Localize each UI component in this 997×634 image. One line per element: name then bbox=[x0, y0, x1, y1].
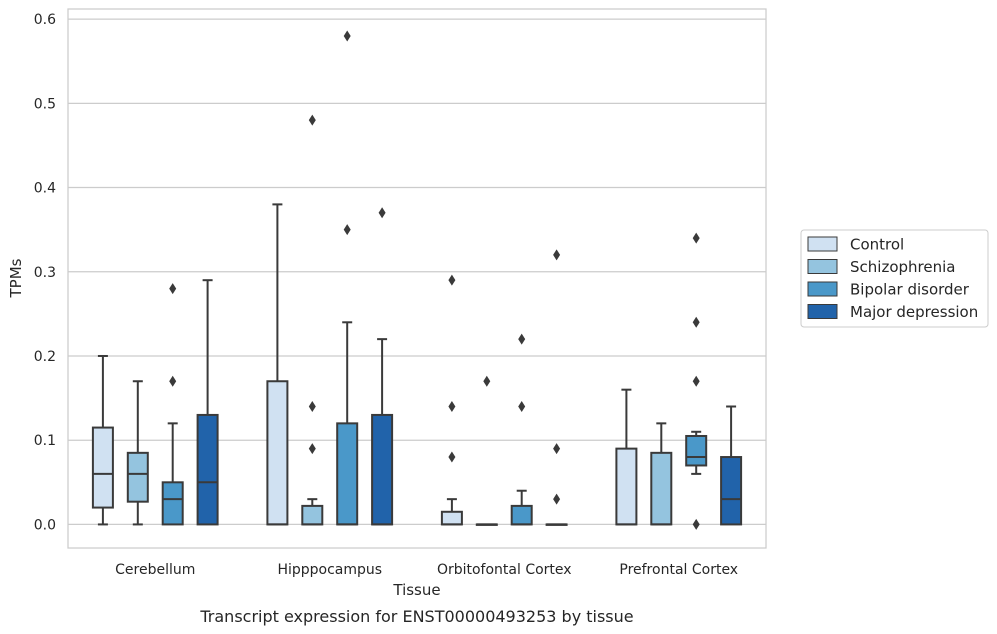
outlier-point bbox=[518, 401, 526, 413]
box-group bbox=[126, 380, 149, 526]
outlier-point bbox=[308, 114, 316, 126]
box-body bbox=[371, 413, 394, 526]
box-group bbox=[301, 114, 324, 526]
legend-label: Control bbox=[850, 236, 904, 254]
outlier-point bbox=[169, 283, 177, 295]
box-body bbox=[615, 447, 638, 526]
box-body bbox=[301, 504, 324, 526]
box-group bbox=[91, 354, 114, 526]
outlier-point bbox=[692, 316, 700, 328]
box-group bbox=[440, 274, 463, 526]
outlier-point bbox=[343, 224, 351, 236]
y-tick-label: 0.1 bbox=[34, 433, 56, 449]
box-body bbox=[126, 451, 149, 503]
box-group bbox=[266, 203, 289, 526]
outlier-point bbox=[448, 401, 456, 413]
outlier-point bbox=[448, 451, 456, 463]
box-group bbox=[336, 30, 359, 526]
y-tick-label: 0.6 bbox=[34, 12, 56, 28]
y-tick-label: 0.0 bbox=[34, 517, 56, 533]
x-tick-label: Hipppocampus bbox=[277, 562, 382, 578]
x-tick-label: Cerebellum bbox=[115, 562, 195, 578]
y-axis-label: TPMs bbox=[7, 258, 25, 298]
box-body bbox=[266, 380, 289, 526]
legend-label: Bipolar disorder bbox=[850, 281, 970, 299]
legend-frame bbox=[800, 229, 989, 328]
outlier-point bbox=[692, 375, 700, 387]
plot-area-background bbox=[68, 9, 766, 548]
y-tick-label: 0.3 bbox=[34, 265, 56, 281]
box-body bbox=[91, 426, 114, 509]
box-group bbox=[475, 375, 498, 526]
box-body bbox=[440, 510, 463, 526]
y-tick-label: 0.4 bbox=[34, 181, 56, 197]
box-group bbox=[545, 249, 568, 526]
outlier-point bbox=[308, 443, 316, 455]
y-tick-label: 0.5 bbox=[34, 96, 56, 112]
legend-swatch bbox=[807, 259, 838, 274]
box-group bbox=[650, 422, 673, 526]
box-group bbox=[720, 405, 743, 526]
legend-label: Schizophrenia bbox=[850, 258, 955, 276]
box-body bbox=[685, 434, 708, 467]
grid-lines bbox=[68, 18, 766, 526]
box-body bbox=[196, 413, 219, 526]
outlier-point bbox=[448, 274, 456, 286]
outlier-point bbox=[518, 333, 526, 345]
boxes bbox=[91, 30, 743, 530]
y-tick-label: 0.2 bbox=[34, 349, 56, 365]
outlier-point bbox=[553, 443, 561, 455]
outlier-point bbox=[553, 249, 561, 261]
x-tick-label: Orbitofontal Cortex bbox=[437, 562, 572, 578]
box-body bbox=[720, 456, 743, 526]
box-group bbox=[615, 388, 638, 526]
legend: Control Schizophrenia Bipolar disorder Majo… bbox=[800, 229, 989, 328]
chart-caption: Transcript expression for ENST0000049325… bbox=[199, 607, 633, 626]
x-axis-label: Tissue bbox=[392, 581, 440, 599]
box-group bbox=[371, 207, 394, 526]
x-axis-ticks: Cerebellum Hipppocampus Orbitofontal Corte… bbox=[115, 562, 738, 578]
box-group bbox=[685, 232, 708, 530]
legend-label: Major depression bbox=[850, 303, 978, 321]
outlier-point bbox=[483, 375, 491, 387]
box-body bbox=[510, 504, 533, 526]
legend-swatch bbox=[807, 281, 838, 297]
box-group bbox=[510, 333, 533, 526]
box-body bbox=[650, 451, 673, 526]
outlier-point bbox=[343, 30, 351, 42]
outlier-point bbox=[169, 375, 177, 387]
legend-swatch bbox=[807, 304, 838, 319]
outlier-point bbox=[692, 518, 700, 530]
box-body bbox=[161, 481, 184, 526]
outlier-point bbox=[378, 207, 386, 219]
outlier-point bbox=[553, 493, 561, 505]
box-group bbox=[196, 279, 219, 526]
plot-frame bbox=[67, 8, 767, 549]
legend-swatch bbox=[807, 236, 838, 252]
box-group bbox=[161, 283, 184, 526]
outlier-point bbox=[308, 401, 316, 413]
x-tick-label: Prefrontal Cortex bbox=[619, 562, 738, 578]
box-body bbox=[336, 422, 359, 526]
outlier-point bbox=[692, 232, 700, 244]
y-axis-ticks: 0.0 0.1 0.2 0.3 0.4 0.5 0.6 bbox=[34, 12, 56, 533]
